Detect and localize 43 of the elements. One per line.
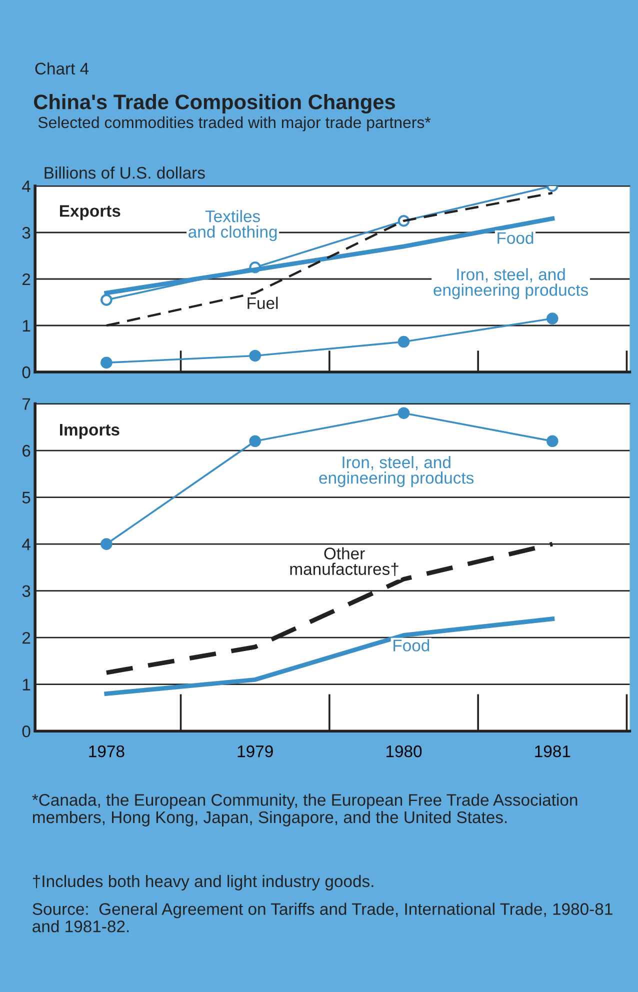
series-label: Food [498,232,534,244]
y-tick-label: 3 [22,585,30,598]
y-tick-label: 4 [22,538,30,550]
y-tick-label: 2 [22,632,30,644]
y-tick-label: 1 [22,678,30,690]
x-tick-label: 1980 [386,745,422,758]
text: *Canada, the European Community, the European Free Trade Association members, Hong Kong, Japan, Singapore, and the United States. [32,794,578,826]
text: †Includes both heavy and light industry goods. [33,874,374,890]
chart-title: China's Trade Composition Changes [34,94,395,114]
series-label: Other manufactures† [290,547,398,576]
annotation: Imports [60,424,120,439]
x-tick-label: 1979 [238,745,273,758]
caption: Chart 4 [35,62,89,75]
y-tick-label: 7 [22,398,30,410]
point [249,435,262,448]
y-tick-label: 6 [22,444,30,457]
series-label: Textiles and clothing [188,210,277,242]
source-note: Source: General Agreement on Tariffs and Trade, International Trade, 1980-81 and 1981-82. [32,902,612,932]
point [100,356,112,369]
y-tick-label: 0 [22,726,30,738]
chart-subtitle: Selected commodities traded with major trade partners* [38,116,431,132]
point [100,538,112,550]
y-tick-label: 3 [22,226,30,239]
point [546,312,558,324]
point [398,336,410,348]
y-tick-label: 4 [22,180,30,192]
series-label: Fuel [248,296,278,310]
y-tick-label: 0 [22,366,30,378]
annotation: Exports [60,205,120,220]
line-series [104,616,555,696]
text: Iron, steel, and engineering products [434,268,588,300]
point [398,407,410,420]
y-tick-label: 5 [22,492,30,504]
y-axis-title: Billions of U.S. dollars [44,166,205,179]
series-label: Food [394,639,430,652]
series-label: Iron, steel, and engineering products [319,456,474,488]
y-tick-label: 2 [22,273,30,286]
point [249,350,262,362]
point [100,294,112,306]
x-tick-label: 1978 [89,745,124,758]
point [546,435,558,448]
y-tick-label: 1 [22,320,30,332]
x-tick-label: 1981 [535,745,570,758]
